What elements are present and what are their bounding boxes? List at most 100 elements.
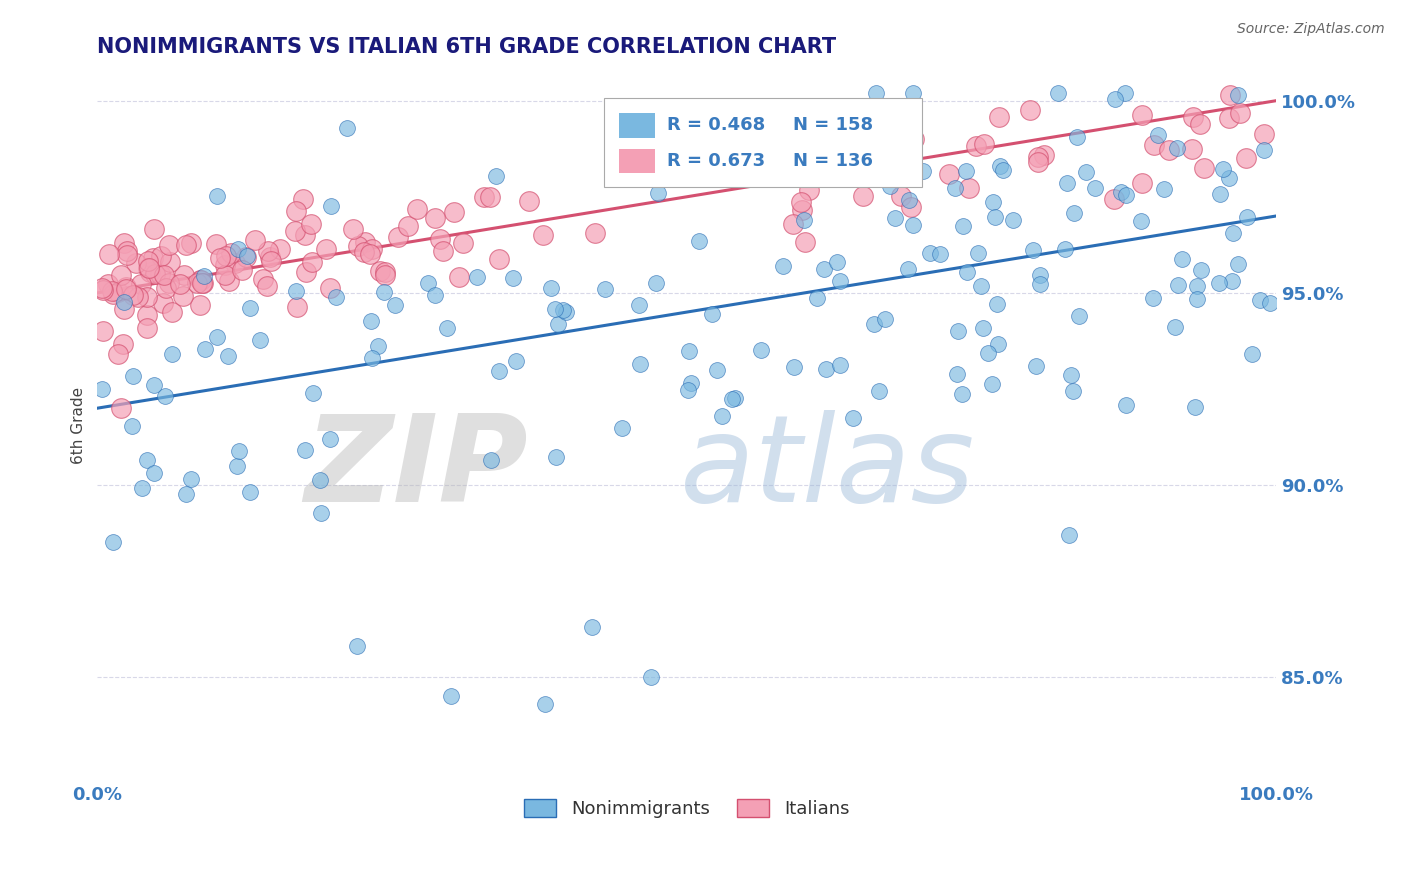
Point xyxy=(1208,186,1230,201)
Point xyxy=(815,140,838,154)
Point xyxy=(1029,268,1052,283)
Point xyxy=(90,382,112,396)
Point xyxy=(447,269,470,284)
Point xyxy=(1170,252,1192,267)
Point xyxy=(505,354,527,368)
Point xyxy=(260,254,283,268)
Point xyxy=(967,246,990,260)
Point xyxy=(361,242,384,256)
Point xyxy=(897,261,920,276)
Point xyxy=(243,234,266,248)
Point xyxy=(174,238,197,252)
Point xyxy=(1115,398,1137,412)
Point xyxy=(194,342,217,356)
Point xyxy=(610,420,633,434)
Point xyxy=(319,432,342,446)
Point xyxy=(628,357,651,371)
Point xyxy=(1229,106,1251,120)
Point xyxy=(186,276,208,290)
Point xyxy=(852,188,875,202)
Point xyxy=(443,205,465,219)
Point xyxy=(898,163,921,178)
FancyBboxPatch shape xyxy=(605,98,922,187)
Point xyxy=(217,350,239,364)
Point xyxy=(101,285,124,299)
Point xyxy=(285,204,308,219)
Point xyxy=(1208,276,1230,290)
Point xyxy=(112,302,135,317)
Point xyxy=(863,318,886,332)
Point xyxy=(127,290,149,304)
Point xyxy=(797,183,820,197)
Point xyxy=(1033,147,1056,161)
Point xyxy=(1142,291,1164,305)
Point xyxy=(1185,292,1208,306)
Point xyxy=(315,242,337,256)
Point xyxy=(249,333,271,347)
Point xyxy=(794,235,817,249)
Point xyxy=(367,339,389,353)
Point xyxy=(285,300,308,314)
Point xyxy=(970,279,993,293)
Point xyxy=(581,620,603,634)
Point xyxy=(1146,128,1168,143)
Point xyxy=(224,256,246,270)
Point xyxy=(169,277,191,291)
Point xyxy=(387,229,409,244)
Point xyxy=(1054,243,1077,257)
Point xyxy=(152,296,174,310)
Point xyxy=(988,159,1011,173)
Point xyxy=(790,195,813,210)
Point xyxy=(231,262,253,277)
Point xyxy=(478,190,501,204)
Point xyxy=(644,277,666,291)
Point xyxy=(1250,293,1272,307)
Point xyxy=(868,384,890,398)
Point xyxy=(1222,226,1244,240)
Text: R = 0.468: R = 0.468 xyxy=(666,117,765,135)
Point xyxy=(136,260,159,275)
Point xyxy=(782,218,804,232)
Point xyxy=(1185,279,1208,293)
Point xyxy=(1060,368,1083,383)
Point xyxy=(91,283,114,297)
Point xyxy=(180,236,202,251)
Point xyxy=(112,236,135,251)
Point xyxy=(1102,192,1125,206)
Point xyxy=(884,136,907,150)
Point xyxy=(1253,127,1275,141)
Point xyxy=(209,251,232,265)
Point xyxy=(193,268,215,283)
Point xyxy=(792,202,814,217)
Point xyxy=(269,243,291,257)
Point xyxy=(309,473,332,487)
Point xyxy=(1220,275,1243,289)
Point xyxy=(1025,359,1047,373)
Point xyxy=(432,244,454,259)
Point xyxy=(749,343,772,357)
Point xyxy=(259,250,281,264)
Point xyxy=(721,392,744,406)
Point xyxy=(301,385,323,400)
Legend: Nonimmigrants, Italians: Nonimmigrants, Italians xyxy=(517,791,856,825)
Point xyxy=(1192,161,1215,176)
Point xyxy=(814,362,837,376)
Point xyxy=(1028,277,1050,291)
Point xyxy=(929,247,952,261)
Point xyxy=(122,369,145,384)
Point xyxy=(236,249,259,263)
Point xyxy=(1167,277,1189,292)
Point xyxy=(1066,129,1088,144)
Point xyxy=(903,132,925,146)
Point xyxy=(284,224,307,238)
Point xyxy=(627,298,650,312)
Point xyxy=(901,218,924,232)
Point xyxy=(1104,92,1126,106)
Point xyxy=(205,236,228,251)
Point xyxy=(813,262,835,277)
Text: ZIP: ZIP xyxy=(304,409,527,526)
Point xyxy=(114,282,136,296)
Point xyxy=(353,245,375,260)
Point xyxy=(991,162,1014,177)
Point xyxy=(138,254,160,268)
